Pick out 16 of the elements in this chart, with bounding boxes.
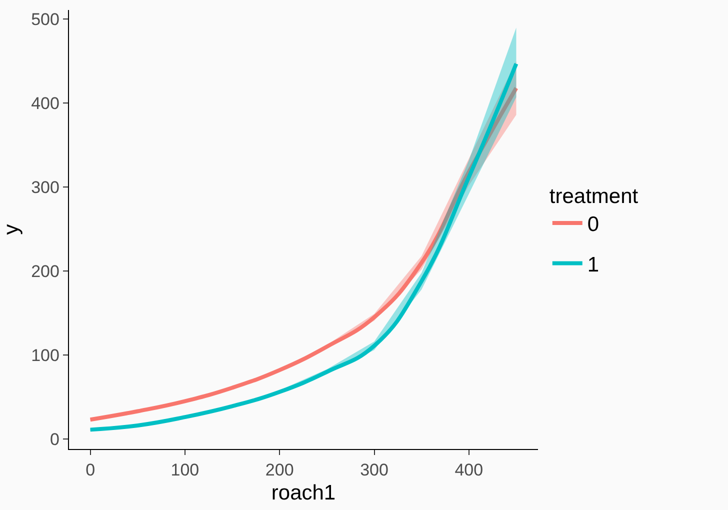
y-tick-label: 200 <box>31 262 60 281</box>
x-tick-label: 0 <box>86 460 96 480</box>
y-tick-label: 300 <box>31 178 60 198</box>
x-tick-label: 200 <box>265 460 294 480</box>
x-tick-label: 100 <box>170 460 200 480</box>
x-axis-title: roach1 <box>271 482 336 505</box>
y-axis-title: y <box>0 224 24 235</box>
y-tick-label: 400 <box>31 94 60 114</box>
y-tick-label: 500 <box>31 10 60 30</box>
y-tick-label: 0 <box>50 430 60 449</box>
x-tick-label: 300 <box>360 460 388 480</box>
legend-label: 1 <box>587 253 600 276</box>
legend-label: 0 <box>587 213 600 236</box>
y-tick-label: 100 <box>31 346 60 365</box>
x-tick-label: 400 <box>454 460 484 480</box>
legend-title: treatment <box>549 184 638 208</box>
